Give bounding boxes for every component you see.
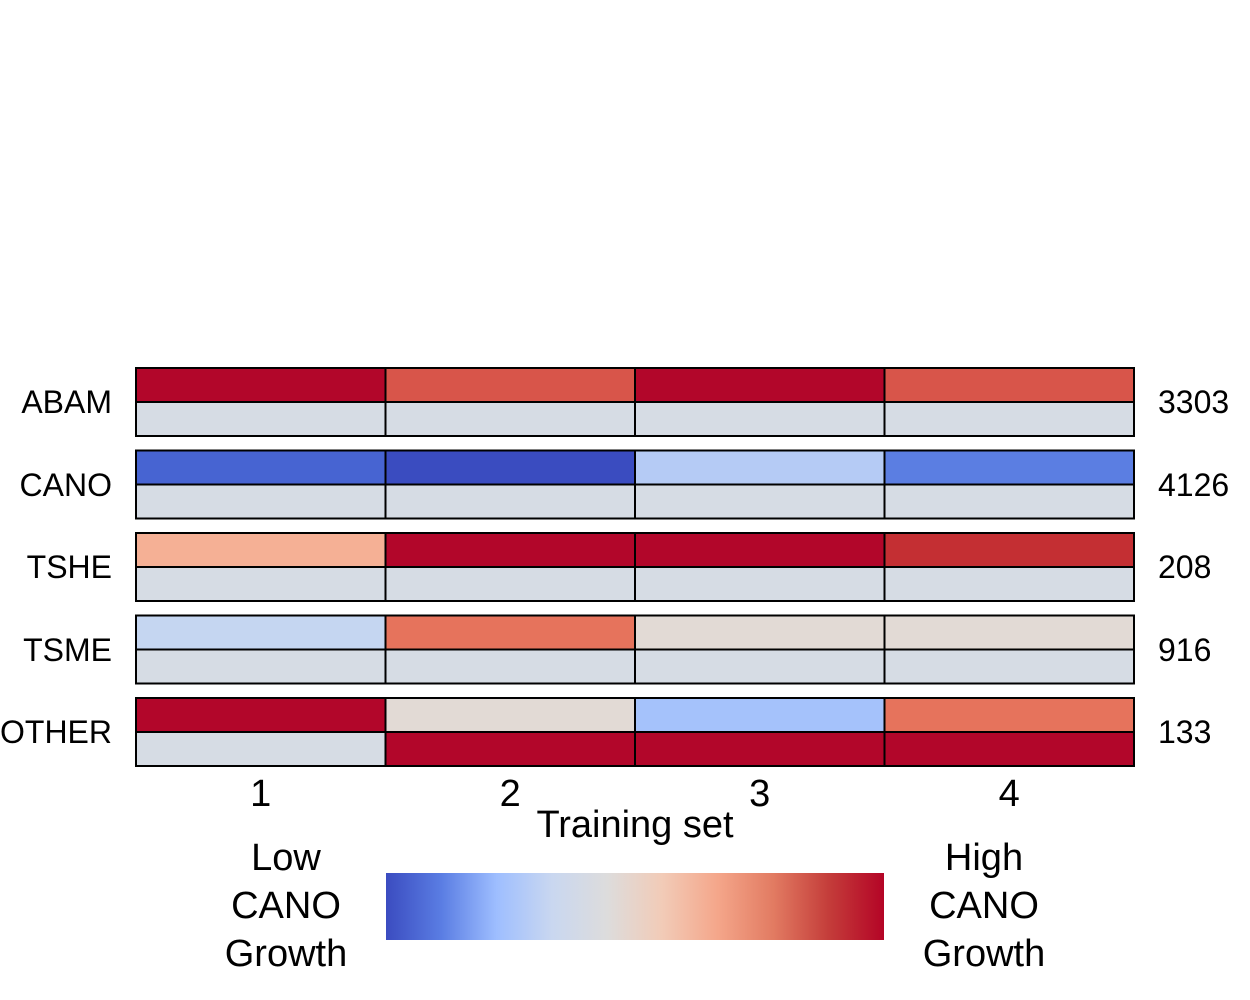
heatmap-group-abam [135, 367, 1135, 437]
x-tick-label-2: 2 [499, 773, 521, 815]
heatmap-cell-cano-top-4 [883, 449, 1135, 486]
heatmap-cell-abam-bottom-2 [384, 401, 636, 437]
heatmap-cell-cano-bottom-2 [384, 483, 636, 520]
heatmap-cell-abam-top-1 [135, 367, 387, 403]
heatmap-cell-abam-top-2 [384, 367, 636, 403]
row-label-tshe: TSHE [26, 549, 112, 585]
row-label-cano: CANO [19, 466, 112, 503]
heatmap-cell-abam-bottom-3 [634, 401, 886, 437]
colorbar-high-line-2: CANO [929, 885, 1039, 927]
heatmap-cell-tshe-bottom-4 [883, 566, 1135, 602]
row-count-abam: 3303 [1158, 384, 1230, 420]
heatmap-group-cano [135, 449, 1135, 520]
heatmap-cell-tshe-bottom-2 [384, 566, 636, 602]
colorbar-low-line-3: Growth [224, 933, 348, 975]
heatmap-cell-tshe-top-3 [634, 532, 886, 568]
x-tick-label-1: 1 [250, 773, 272, 815]
row-label-abam: ABAM [21, 384, 112, 420]
heatmap-cell-cano-bottom-4 [883, 483, 1135, 520]
heatmap-group-tsme [135, 614, 1135, 685]
row-count-cano: 4126 [1158, 466, 1230, 503]
colorbar-low-line-1: Low [251, 837, 321, 879]
heatmap-group-other [135, 697, 1135, 767]
heatmap-cell-other-bottom-4 [883, 731, 1135, 767]
colorbar-high-label: High CANO Growth [884, 834, 1084, 978]
row-label-tsme: TSME [23, 631, 112, 668]
heatmap-cell-abam-bottom-1 [135, 401, 387, 437]
heatmap-cell-tsme-bottom-4 [883, 648, 1135, 685]
row-count-tshe: 208 [1158, 549, 1212, 585]
heatmap-cell-cano-bottom-1 [135, 483, 387, 520]
heatmap-cell-tsme-top-3 [634, 614, 886, 651]
row-label-other: OTHER [0, 714, 112, 750]
x-tick-label-3: 3 [749, 773, 771, 815]
x-tick-label-4: 4 [998, 773, 1020, 815]
heatmap-cell-tshe-top-4 [883, 532, 1135, 568]
colorbar-low-line-2: CANO [231, 885, 341, 927]
heatmap-cell-tsme-bottom-3 [634, 648, 886, 685]
heatmap-cell-abam-bottom-4 [883, 401, 1135, 437]
colorbar-high-line-1: High [944, 837, 1024, 879]
heatmap-cell-tshe-top-1 [135, 532, 387, 568]
heatmap-cell-other-bottom-2 [384, 731, 636, 767]
x-axis-title: Training set [536, 804, 734, 846]
heatmap-cell-cano-top-2 [384, 449, 636, 486]
colorbar-high-line-3: Growth [922, 933, 1046, 975]
heatmap-cell-other-bottom-1 [135, 731, 387, 767]
heatmap-cell-tsme-bottom-1 [135, 648, 387, 685]
heatmap-cell-tshe-bottom-1 [135, 566, 387, 602]
heatmap-group-tshe [135, 532, 1135, 602]
row-count-tsme: 916 [1158, 631, 1212, 668]
heatmap-cell-tshe-bottom-3 [634, 566, 886, 602]
colorbar-low-label: Low CANO Growth [186, 834, 386, 978]
heatmap-cell-other-top-4 [883, 697, 1135, 733]
colorbar [386, 873, 884, 940]
row-count-other: 133 [1158, 714, 1212, 750]
heatmap-cell-abam-top-4 [883, 367, 1135, 403]
